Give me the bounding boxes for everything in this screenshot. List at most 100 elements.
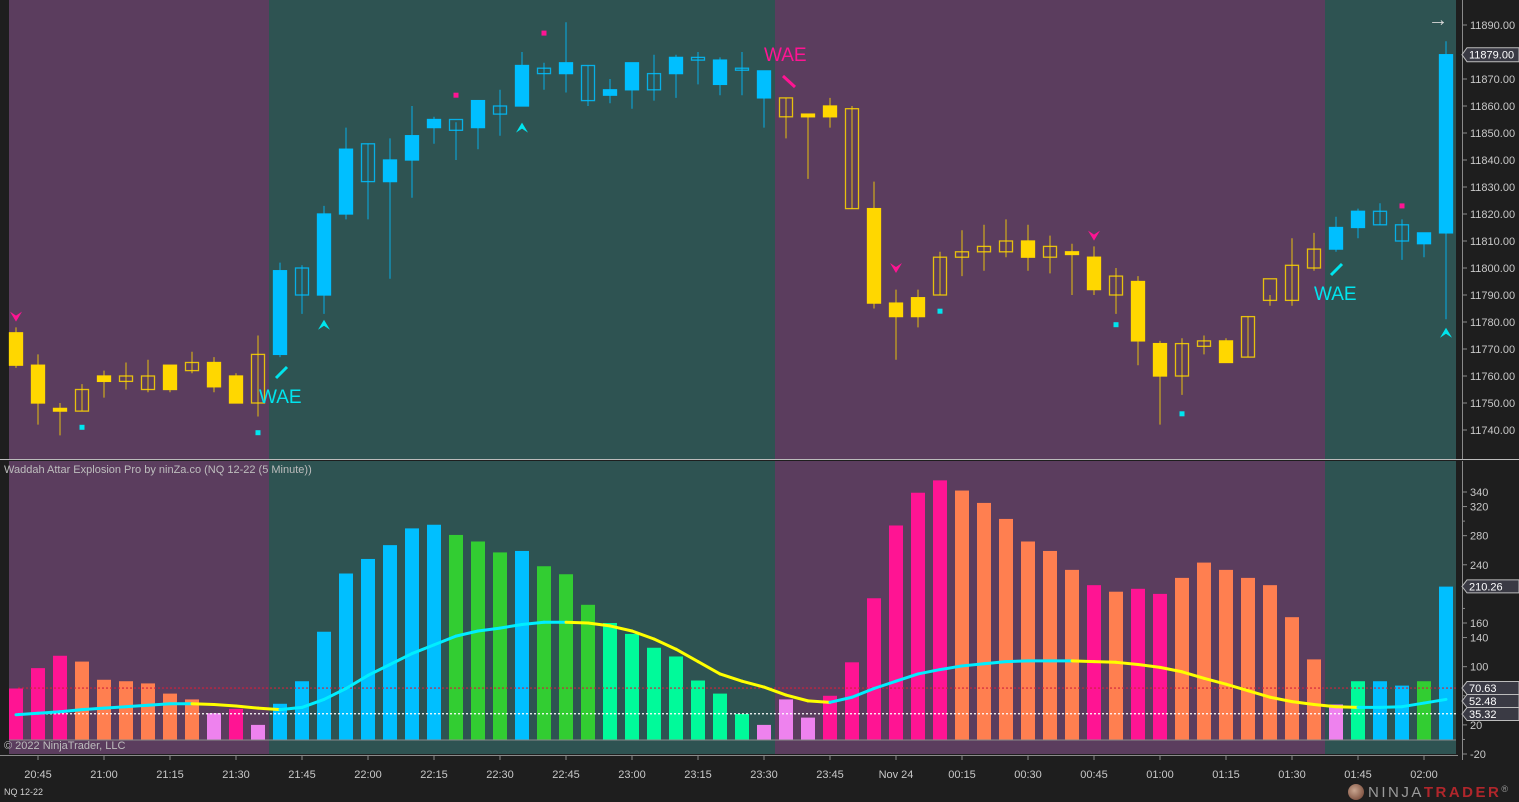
- candle-body[interactable]: [294, 267, 310, 296]
- candle-body[interactable]: [1306, 248, 1322, 269]
- candle-body[interactable]: [734, 67, 750, 71]
- candle-body[interactable]: [470, 99, 486, 129]
- candle-body[interactable]: [822, 105, 838, 118]
- candle-body[interactable]: [712, 59, 728, 86]
- sell-arrow-icon: [781, 74, 797, 89]
- candle-body[interactable]: [1284, 264, 1300, 302]
- candle-body[interactable]: [250, 353, 266, 404]
- candle-body[interactable]: [1108, 275, 1124, 296]
- histogram-bar: [757, 724, 771, 740]
- indicator-value-tag[interactable]: [1461, 707, 1519, 722]
- candle-body[interactable]: [228, 375, 244, 404]
- indicator-value-tag[interactable]: [1461, 681, 1519, 696]
- candle-body[interactable]: [932, 256, 948, 296]
- histogram-bar: [97, 679, 111, 740]
- candle-body[interactable]: [624, 62, 640, 91]
- candle-body[interactable]: [448, 118, 464, 131]
- candle-body[interactable]: [404, 135, 420, 161]
- candle-body[interactable]: [514, 64, 530, 107]
- trend-line-segment: [564, 620, 590, 625]
- candle-body[interactable]: [382, 159, 398, 183]
- trend-line-segment: [300, 697, 326, 709]
- trend-line-segment: [366, 662, 392, 677]
- candle-body[interactable]: [492, 105, 508, 115]
- candle-body[interactable]: [426, 118, 442, 129]
- candle-body[interactable]: [1152, 342, 1168, 377]
- candle-body[interactable]: [360, 143, 376, 183]
- candle-body[interactable]: [1350, 210, 1366, 229]
- indicator-value-tag[interactable]: [1461, 694, 1519, 709]
- candle-body[interactable]: [756, 70, 772, 99]
- candle-body[interactable]: [52, 407, 68, 412]
- indicator-value-label: 210.26: [1469, 581, 1503, 593]
- candle-body[interactable]: [580, 64, 596, 102]
- candle-body[interactable]: [1020, 240, 1036, 258]
- trend-line-segment: [1268, 695, 1294, 704]
- time-axis-label: 21:45: [288, 769, 316, 781]
- candle-body[interactable]: [1064, 251, 1080, 256]
- candle-body[interactable]: [1372, 210, 1388, 226]
- trend-line-segment: [1202, 676, 1228, 686]
- ninjatrader-logo: NINJATRADER®: [1348, 783, 1508, 801]
- candle-body[interactable]: [96, 375, 112, 383]
- candle-body[interactable]: [954, 251, 970, 258]
- candle-body[interactable]: [74, 388, 90, 412]
- candle-body[interactable]: [1262, 278, 1278, 302]
- candle-body[interactable]: [646, 72, 662, 91]
- current-price-label: 11879.00: [1469, 50, 1514, 62]
- candle-body[interactable]: [316, 213, 332, 296]
- candle-body[interactable]: [976, 245, 992, 253]
- trend-line-segment: [762, 685, 788, 697]
- indicator-value-label: 70.63: [1469, 683, 1497, 695]
- candle-body[interactable]: [1042, 245, 1058, 258]
- candle-body[interactable]: [162, 364, 178, 391]
- candle-body[interactable]: [910, 297, 926, 318]
- trend-line-segment: [938, 664, 964, 672]
- candle-body[interactable]: [668, 56, 684, 75]
- buy-signal-arrow-icon: [516, 122, 528, 133]
- candle-body[interactable]: [602, 89, 618, 96]
- trend-line-segment: [784, 693, 810, 703]
- candle-body[interactable]: [1130, 280, 1146, 342]
- sell-signal-arrow-icon: [890, 263, 902, 273]
- candle-body[interactable]: [1416, 232, 1432, 245]
- candle-body[interactable]: [844, 108, 860, 210]
- indicator-axis-tick-label: 280: [1470, 531, 1488, 543]
- time-axis-label: 23:45: [816, 769, 844, 781]
- candle-body[interactable]: [184, 361, 200, 372]
- indicator-value-tag[interactable]: [1461, 579, 1519, 594]
- scroll-right-icon[interactable]: →: [1428, 9, 1448, 31]
- candle-body[interactable]: [536, 67, 552, 75]
- indicator-value-label: 35.32: [1469, 709, 1497, 721]
- candle-body[interactable]: [1438, 54, 1454, 234]
- candle-body[interactable]: [1328, 226, 1344, 250]
- histogram-bar: [691, 680, 705, 740]
- candle-body[interactable]: [118, 375, 134, 383]
- trend-line-segment: [806, 699, 832, 704]
- candle-body[interactable]: [888, 302, 904, 318]
- candle-body[interactable]: [778, 97, 794, 118]
- candle-body[interactable]: [998, 240, 1014, 253]
- candle-body[interactable]: [1394, 224, 1410, 242]
- candle-body[interactable]: [140, 375, 156, 391]
- candle-body[interactable]: [866, 207, 882, 304]
- current-price-tag[interactable]: [1461, 47, 1519, 63]
- trend-line-segment: [1114, 660, 1140, 666]
- trend-line-segment: [498, 622, 524, 630]
- candle-body[interactable]: [1218, 340, 1234, 364]
- candle-body[interactable]: [800, 113, 816, 118]
- candle-body[interactable]: [1174, 342, 1190, 377]
- candle-body[interactable]: [272, 270, 288, 356]
- candle-body[interactable]: [1086, 256, 1102, 291]
- candle-body[interactable]: [206, 361, 222, 388]
- candle-body[interactable]: [1240, 315, 1256, 358]
- histogram-bar: [1175, 577, 1189, 740]
- candle-body[interactable]: [8, 332, 24, 366]
- candle-body[interactable]: [338, 148, 354, 215]
- candle-body[interactable]: [690, 56, 706, 61]
- trend-line-segment: [432, 634, 458, 647]
- candle-body[interactable]: [30, 364, 46, 404]
- candle-body[interactable]: [558, 62, 574, 75]
- candle-body[interactable]: [1196, 340, 1212, 347]
